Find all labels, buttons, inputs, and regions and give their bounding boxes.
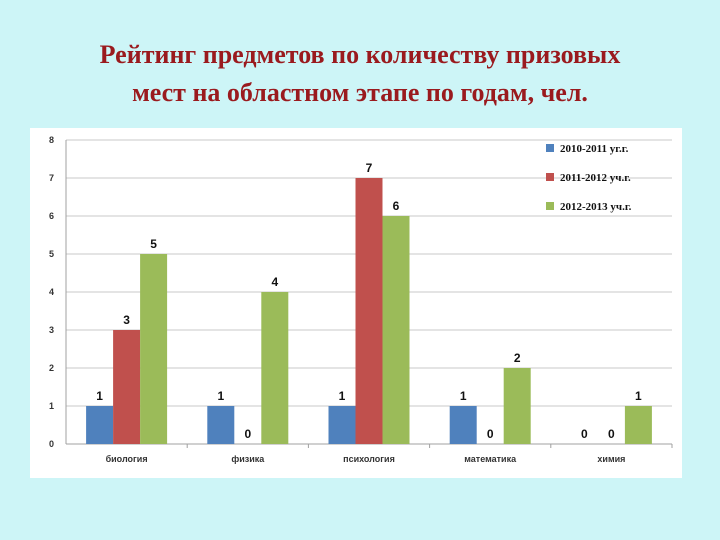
bar	[355, 178, 383, 444]
legend-swatch	[546, 173, 554, 181]
data-label: 1	[460, 389, 467, 403]
chart-panel: 0 1 2 3 4 5 6 7 8 биология 1 3 5 физика 1 0 4 психология 1…	[30, 128, 682, 478]
data-label: 0	[581, 427, 588, 441]
y-tick-label: 0	[49, 439, 54, 449]
slide-title-line-2: мест на областном этапе по годам, чел.	[132, 78, 588, 107]
data-label: 0	[608, 427, 615, 441]
y-tick-label: 4	[49, 287, 54, 297]
data-label: 1	[635, 389, 642, 403]
bar	[328, 406, 356, 444]
data-label: 1	[217, 389, 224, 403]
bar	[449, 406, 477, 444]
y-tick-label: 3	[49, 325, 54, 335]
legend-label: 2011-2012 уч.г.	[560, 172, 631, 184]
legend-swatch	[546, 144, 554, 152]
category-label: психология	[343, 454, 395, 464]
bar	[382, 216, 410, 444]
category-label: математика	[464, 454, 517, 464]
bar	[113, 330, 141, 444]
legend-label: 2012-2013 уч.г.	[560, 201, 632, 213]
slide-title: Рейтинг предметов по количеству призовых…	[0, 36, 720, 112]
data-label: 2	[514, 351, 521, 365]
data-label: 5	[150, 237, 157, 251]
y-tick-label: 2	[49, 363, 54, 373]
data-label: 0	[487, 427, 494, 441]
data-label: 3	[123, 313, 130, 327]
y-tick-label: 8	[49, 135, 54, 145]
y-tick-label: 5	[49, 249, 54, 259]
legend-swatch	[546, 202, 554, 210]
category-label: биология	[106, 454, 148, 464]
category-label: химия	[597, 454, 625, 464]
bar	[261, 292, 289, 444]
y-tick-label: 6	[49, 211, 54, 221]
data-label: 7	[366, 161, 373, 175]
data-label: 0	[244, 427, 251, 441]
data-label: 1	[339, 389, 346, 403]
y-tick-label: 1	[49, 401, 54, 411]
y-tick-label: 7	[49, 173, 54, 183]
category-label: физика	[231, 454, 265, 464]
bar	[503, 368, 531, 444]
data-label: 6	[393, 199, 400, 213]
bar-chart: 0 1 2 3 4 5 6 7 8 биология 1 3 5 физика 1 0 4 психология 1…	[49, 135, 673, 464]
legend-label: 2010-2011 уг.г.	[560, 143, 629, 155]
bar	[140, 254, 168, 444]
slide-title-line-1: Рейтинг предметов по количеству призовых	[99, 40, 621, 69]
bar	[207, 406, 235, 444]
data-label: 1	[96, 389, 103, 403]
bar	[624, 406, 652, 444]
bar	[86, 406, 114, 444]
data-label: 4	[271, 275, 278, 289]
